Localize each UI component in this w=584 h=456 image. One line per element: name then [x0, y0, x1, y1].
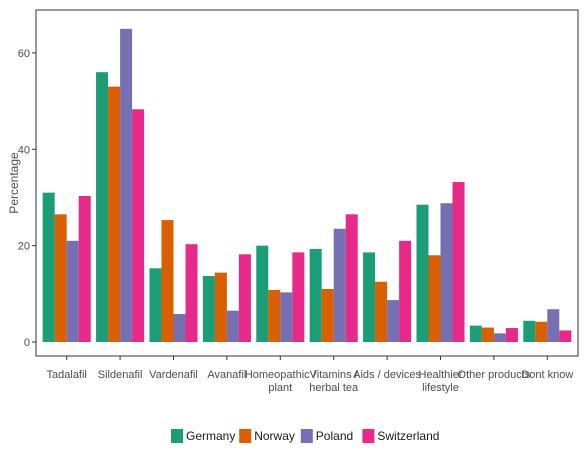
x-tick-label: Homeopathic / plant [245, 369, 317, 394]
bar-poland [493, 333, 506, 342]
bar-switzerland [505, 328, 518, 342]
bar-poland [280, 292, 293, 342]
y-tick-label: 20 [18, 241, 30, 253]
bar-switzerland [399, 240, 412, 342]
bar-poland [387, 300, 400, 342]
x-tick-label-line: lifestyle [422, 382, 459, 394]
y-tick-label: 40 [18, 144, 30, 156]
x-tick-label: Aids / devices [353, 369, 421, 381]
bar-germany [469, 325, 482, 342]
y-tick-label: 0 [24, 337, 30, 349]
bar-germany [96, 72, 109, 342]
bar-norway [535, 321, 548, 342]
x-tick-label-line: Tadalafil [47, 369, 87, 381]
bar-poland [333, 228, 346, 342]
bar-norway [161, 220, 174, 342]
bar-germany [523, 320, 536, 342]
bar-poland [120, 28, 133, 343]
bar-switzerland [132, 109, 145, 342]
x-tick-label-line: Vardenafil [149, 369, 198, 381]
legend-label-poland: Poland [316, 429, 353, 443]
bar-poland [226, 310, 239, 342]
bar-switzerland [78, 196, 91, 342]
bar-poland [547, 309, 560, 342]
bar-norway [268, 289, 281, 342]
bar-germany [416, 204, 429, 342]
x-tick-label-line: Healthier [418, 369, 462, 381]
y-tick-label: 60 [18, 48, 30, 60]
bar-switzerland [559, 330, 572, 342]
x-tick-label: Other products [458, 369, 531, 381]
x-tick-label-line: Vitamins / [310, 369, 359, 381]
legend-swatch-poland [300, 429, 313, 443]
x-tick-label-line: Homeopathic / [245, 369, 317, 381]
bar-switzerland [185, 244, 198, 342]
legend-label-norway: Norway [254, 429, 295, 443]
x-tick-label-line: herbal tea [309, 382, 359, 394]
bar-switzerland [292, 252, 305, 342]
bar-poland [440, 203, 453, 342]
x-tick-label-line: Avanafil [207, 369, 246, 381]
bar-norway [54, 214, 67, 342]
bar-norway [428, 255, 441, 342]
bar-poland [173, 314, 186, 342]
x-tick-label-line: plant [268, 382, 292, 394]
x-tick-label: Dont know [521, 369, 573, 381]
bar-norway [214, 272, 227, 342]
x-tick-label: Tadalafil [47, 369, 87, 381]
x-tick-label: Vitamins / herbal tea [309, 369, 359, 394]
y-axis-title: Percentage [7, 152, 21, 214]
bar-switzerland [238, 254, 251, 342]
x-tick-label: Healthier lifestyle [418, 369, 462, 394]
x-tick-label-line: Aids / devices [353, 369, 421, 381]
bar-germany [42, 192, 55, 342]
legend-swatch-norway [239, 429, 252, 443]
bar-germany [256, 245, 269, 342]
bar-germany [202, 275, 215, 342]
bar-germany [149, 268, 162, 342]
x-tick-label-line: Dont know [521, 369, 573, 381]
x-tick-label-line: Sildenafil [98, 369, 143, 381]
x-tick-label-line: Other products [458, 369, 531, 381]
x-tick-label: Avanafil [207, 369, 246, 381]
bar-germany [309, 249, 322, 342]
bar-poland [66, 240, 79, 342]
legend-label-switzerland: Switzerland [377, 429, 439, 443]
bar-switzerland [452, 182, 465, 342]
bar-germany [363, 252, 376, 342]
bar-norway [321, 289, 334, 342]
bar-norway [481, 327, 494, 342]
bar-norway [375, 281, 388, 342]
legend-swatch-switzerland [362, 429, 375, 443]
bar-norway [108, 86, 121, 343]
bar-switzerland [345, 214, 358, 342]
x-tick-label: Vardenafil [149, 369, 198, 381]
legend-swatch-germany [171, 429, 183, 443]
legend-label-germany: Germany [186, 429, 235, 443]
plot-panel [35, 9, 579, 357]
x-tick-label: Sildenafil [98, 369, 143, 381]
